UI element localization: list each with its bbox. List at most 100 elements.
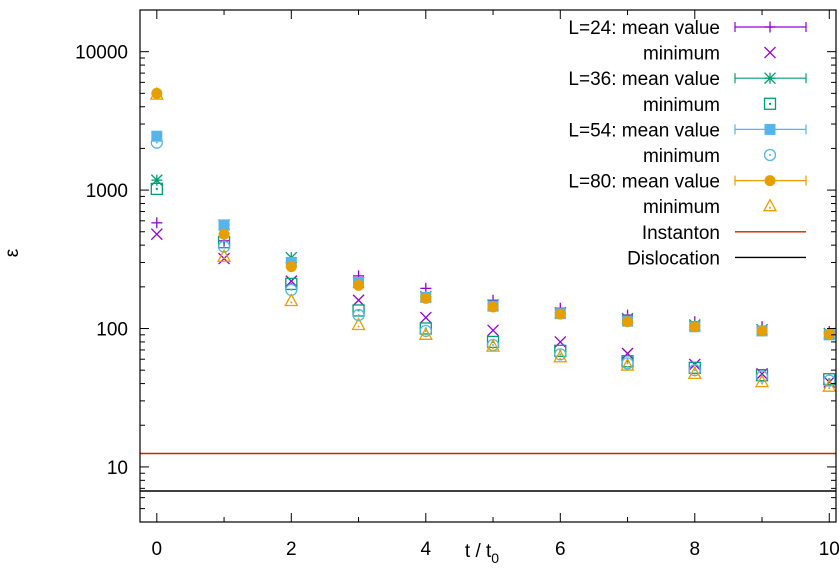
- data-point: [487, 324, 500, 337]
- data-point: [420, 292, 432, 304]
- marker-shape: [151, 130, 163, 142]
- marker-stroke: [764, 72, 776, 85]
- marker-shape: [218, 219, 230, 231]
- marker-dot: [357, 314, 360, 317]
- data-point: [352, 294, 365, 307]
- data-point: [754, 374, 770, 388]
- marker-shape: [763, 148, 777, 162]
- data-point: [285, 275, 298, 288]
- marker-shape: [762, 198, 778, 212]
- marker-shape: [150, 136, 163, 149]
- legend-label: L=36: mean value: [568, 69, 720, 90]
- data-point: [418, 326, 433, 340]
- axes-frame: [139, 9, 837, 523]
- x-tick-label: 2: [286, 539, 297, 560]
- series-0: [151, 217, 835, 338]
- data-point: [621, 347, 634, 360]
- marker-shape: [554, 348, 567, 361]
- y-tick-label: 10000: [75, 43, 128, 64]
- legend-label: minimum: [643, 44, 720, 65]
- marker-dot: [626, 362, 629, 365]
- legend-label: L=80: mean value: [568, 172, 720, 193]
- legend-entry: Instanton: [642, 223, 806, 244]
- marker-shape: [689, 321, 701, 333]
- data-point: [218, 228, 230, 240]
- marker-shape: [420, 292, 432, 304]
- data-point: [216, 248, 232, 262]
- marker-shape: [216, 248, 232, 262]
- marker-shape: [755, 370, 769, 383]
- legend-entry: L=24: mean value: [568, 18, 807, 39]
- marker-dot: [155, 187, 158, 190]
- data-point: [217, 240, 231, 253]
- marker-dot: [492, 340, 495, 343]
- marker-shape: [285, 261, 297, 273]
- y-axis-label: ε: [2, 248, 23, 257]
- marker-stroke: [764, 46, 776, 59]
- marker-shape: [764, 123, 776, 135]
- marker-stroke: [419, 311, 432, 324]
- marker-shape: [763, 97, 777, 110]
- marker-dot: [424, 335, 427, 338]
- marker-dot: [769, 206, 771, 209]
- marker-shape: [218, 228, 230, 240]
- marker-dot: [223, 257, 226, 260]
- marker-dot: [357, 325, 360, 328]
- marker-dot: [155, 141, 158, 144]
- legend-label: L=24: mean value: [568, 18, 720, 39]
- marker-dot: [223, 241, 226, 244]
- legend-entry: Dislocation: [627, 248, 806, 269]
- marker-dot: [626, 366, 629, 369]
- legend-entry: minimum: [643, 95, 777, 116]
- legend-label: Dislocation: [627, 248, 720, 269]
- legend-entry: minimum: [643, 146, 777, 167]
- marker-dot: [693, 374, 696, 377]
- legend-marker: [764, 21, 776, 33]
- legend-entry: L=80: mean value: [568, 172, 807, 193]
- legend-entry: minimum: [643, 197, 778, 218]
- data-point: [553, 349, 568, 363]
- data-point: [823, 328, 835, 340]
- legend-entry: L=36: mean value: [568, 69, 807, 90]
- legend-entry: minimum: [643, 44, 776, 65]
- marker-dot: [155, 95, 158, 98]
- marker-dot: [626, 360, 629, 363]
- marker-dot: [761, 382, 764, 385]
- data-point: [554, 348, 567, 361]
- marker-shape: [149, 86, 164, 100]
- marker-dot: [290, 288, 293, 291]
- marker-shape: [150, 182, 163, 196]
- data-point: [353, 279, 365, 291]
- legend-marker: [763, 148, 777, 162]
- marker-dot: [290, 301, 293, 304]
- marker-dot: [559, 353, 562, 356]
- data-point: [620, 357, 635, 371]
- marker-shape: [823, 328, 835, 340]
- legend-label: minimum: [643, 146, 720, 167]
- marker-shape: [554, 344, 567, 357]
- x-tick-label: 6: [555, 539, 566, 560]
- marker-shape: [352, 308, 365, 322]
- data-point: [149, 86, 164, 100]
- data-point: [150, 136, 163, 149]
- data-point: [285, 261, 297, 273]
- data-point: [150, 228, 163, 241]
- marker-dot: [492, 347, 495, 350]
- data-point: [419, 311, 432, 324]
- marker-stroke: [487, 324, 500, 337]
- x-axis-label-subscript: 0: [491, 550, 499, 566]
- legend-label: Instanton: [642, 223, 720, 244]
- data-layer: [140, 86, 837, 492]
- series-3: [150, 182, 836, 386]
- data-point: [218, 219, 230, 231]
- marker-shape: [823, 374, 836, 387]
- marker-shape: [151, 87, 163, 99]
- legend-label: minimum: [643, 197, 720, 218]
- x-axis-label-main: t / t: [465, 541, 492, 562]
- legend-entry: L=54: mean value: [568, 120, 807, 141]
- marker-shape: [622, 316, 634, 328]
- marker-shape: [418, 326, 433, 340]
- marker-shape: [687, 366, 702, 380]
- marker-shape: [620, 357, 635, 371]
- plot-border: [139, 9, 837, 523]
